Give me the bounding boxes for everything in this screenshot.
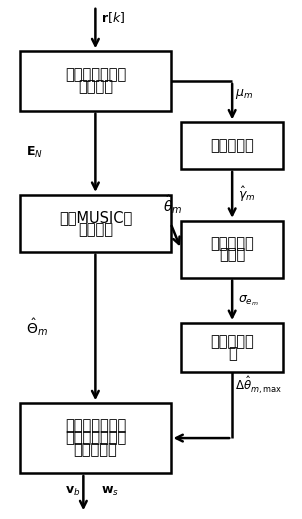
Text: 计: 计	[228, 346, 236, 361]
Text: $\mathbf{E}_N$: $\mathbf{E}_N$	[26, 145, 43, 160]
Bar	[20, 195, 171, 252]
Text: 达角估计: 达角估计	[78, 222, 113, 237]
Text: 界计算: 界计算	[219, 248, 245, 263]
Text: 异值分解: 异值分解	[78, 79, 113, 94]
Bar	[20, 403, 171, 473]
Text: $\mathbf{r}[k]$: $\mathbf{r}[k]$	[101, 10, 126, 25]
Text: $\hat{\theta}_m$: $\hat{\theta}_m$	[163, 194, 182, 216]
Text: $\mathbf{w}_s$: $\mathbf{w}_s$	[101, 485, 120, 498]
Bar	[181, 122, 283, 169]
Text: 有用信号波束成: 有用信号波束成	[65, 419, 126, 433]
Bar	[181, 323, 283, 372]
Text: $\sigma_{e_m}$: $\sigma_{e_m}$	[238, 293, 259, 308]
Text: 声投影向量: 声投影向量	[73, 443, 117, 458]
Bar	[20, 51, 171, 111]
Text: $\mathbf{v}_b$: $\mathbf{v}_b$	[65, 485, 81, 498]
Text: $\mu_m$: $\mu_m$	[235, 87, 253, 101]
Bar	[181, 221, 283, 278]
Text: 协方差矩阵的奇: 协方差矩阵的奇	[65, 67, 126, 83]
Text: 信噪比估计: 信噪比估计	[210, 138, 254, 153]
Text: $\hat{\gamma}_m$: $\hat{\gamma}_m$	[238, 185, 255, 204]
Text: 形向量和人工噪: 形向量和人工噪	[65, 431, 126, 446]
Text: 误差范围估: 误差范围估	[210, 334, 254, 349]
Text: 根植MUSIC到: 根植MUSIC到	[59, 210, 132, 225]
Text: 克拉美罗下: 克拉美罗下	[210, 236, 254, 251]
Text: $\hat{\Theta}_m$: $\hat{\Theta}_m$	[26, 317, 48, 338]
Text: $\Delta\hat{\theta}_{m,\max}$: $\Delta\hat{\theta}_{m,\max}$	[235, 374, 282, 395]
